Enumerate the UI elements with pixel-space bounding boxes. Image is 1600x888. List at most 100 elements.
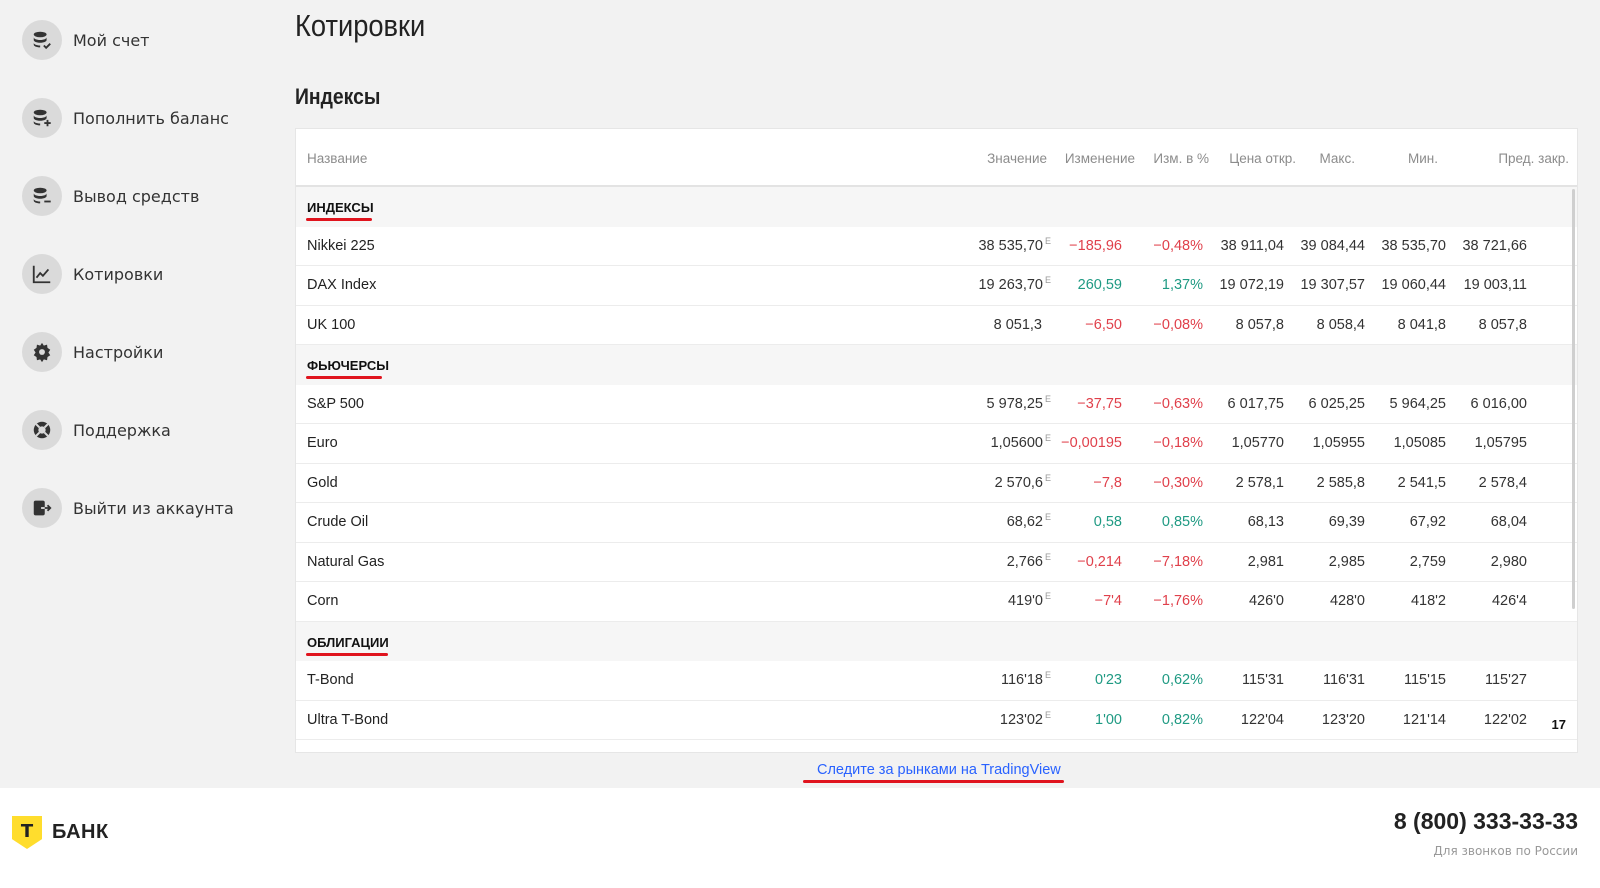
- value-cell: 123'02 E: [999, 709, 1051, 728]
- table-row[interactable]: Gold 2 570,6 E −7,8 −0,30% 2 578,1 2 585,8 2 54…: [296, 464, 1577, 503]
- prev-close-cell: 122'02: [1483, 711, 1527, 728]
- table-row[interactable]: Natural Gas 2,766 E −0,214 −7,18% 2,981 2,985 2…: [296, 543, 1577, 582]
- low-cell: 8 041,8: [1397, 316, 1446, 333]
- sidebar-item-label: Выйти из аккаунта: [73, 498, 234, 518]
- sidebar-item-logout[interactable]: Выйти из аккаунта: [22, 488, 234, 528]
- section-title: Индексы: [295, 84, 381, 109]
- highlight-underline: [306, 218, 372, 221]
- logo-text: БАНК: [52, 821, 109, 843]
- prev-close-cell: 8 057,8: [1478, 316, 1527, 333]
- low-cell: 5 964,25: [1389, 395, 1446, 412]
- sidebar-item-settings[interactable]: Настройки: [22, 332, 163, 372]
- coins-plus-icon: [22, 98, 62, 138]
- column-header-low[interactable]: Мин.: [1408, 151, 1438, 166]
- column-header-value[interactable]: Значение: [987, 151, 1047, 166]
- column-header-prev-close[interactable]: Пред. закр.: [1498, 151, 1569, 166]
- open-cell: 38 911,04: [1220, 237, 1284, 254]
- sidebar-item-quotes[interactable]: Котировки: [22, 254, 163, 294]
- table-row[interactable]: Euro 1,05600 E −0,00195 −0,18% 1,05770 1,05955…: [296, 424, 1577, 464]
- column-header-open[interactable]: Цена откр.: [1229, 151, 1296, 166]
- instrument-name[interactable]: Corn: [307, 593, 339, 609]
- delayed-flag: E: [1044, 472, 1051, 483]
- change-pct-cell: 0,62%: [1161, 672, 1203, 688]
- change-cell: −0,214: [1077, 553, 1122, 570]
- page-title: Котировки: [295, 8, 426, 43]
- sidebar-item-support[interactable]: Поддержка: [22, 410, 171, 450]
- shield-logo-icon: Т: [12, 816, 42, 849]
- table-row[interactable]: Corn 419'0 E −7'4 −1,76% 426'0 428'0 418'2 426'4: [296, 582, 1577, 622]
- low-cell: 19 060,44: [1381, 277, 1446, 293]
- instrument-name[interactable]: Natural Gas: [307, 553, 385, 570]
- group-header-indices: ИНДЕКСЫ: [296, 187, 1577, 227]
- table-row[interactable]: Crude Oil 68,62 E 0,58 0,85% 68,13 69,39 67,92 6…: [296, 503, 1577, 543]
- change-pct-cell: 0,82%: [1161, 711, 1203, 728]
- instrument-name[interactable]: DAX Index: [307, 277, 377, 293]
- highlight-underline: [803, 780, 1064, 783]
- open-cell: 2,981: [1247, 553, 1284, 570]
- sidebar-item-top-up[interactable]: Пополнить баланс: [22, 98, 229, 138]
- sidebar-item-label: Мой счет: [73, 30, 150, 50]
- lifebuoy-icon: [22, 410, 62, 450]
- change-cell: −7'4: [1094, 593, 1122, 609]
- low-cell: 2 541,5: [1397, 474, 1446, 491]
- instrument-name[interactable]: Gold: [307, 474, 338, 491]
- column-header-name[interactable]: Название: [307, 151, 368, 166]
- high-cell: 8 058,4: [1316, 316, 1365, 333]
- change-pct-cell: 1,37%: [1161, 277, 1203, 293]
- prev-close-cell: 426'4: [1491, 593, 1527, 609]
- tradingview-logo-icon[interactable]: 17: [1548, 715, 1569, 734]
- sidebar-item-my-account[interactable]: Мой счет: [22, 20, 150, 60]
- value-cell: 419'0 E: [1007, 591, 1051, 609]
- table-row[interactable]: Nikkei 225 38 535,70 E −185,96 −0,48% 38 911,…: [296, 227, 1577, 266]
- high-cell: 19 307,57: [1300, 277, 1365, 293]
- table-row[interactable]: Ultra T-Bond 123'02 E 1'00 0,82% 122'04 123'20…: [296, 701, 1577, 740]
- change-cell: 1'00: [1095, 711, 1122, 728]
- table-row[interactable]: UK 100 8 051,3 −6,50 −0,08% 8 057,8 8 058,4 8 …: [296, 306, 1577, 345]
- open-cell: 6 017,75: [1227, 395, 1284, 412]
- prev-close-cell: 2,980: [1490, 553, 1527, 570]
- instrument-name[interactable]: UK 100: [307, 316, 356, 333]
- table-row[interactable]: T-Bond 116'18 E 0'23 0,62% 115'31 116'31 115'15…: [296, 661, 1577, 701]
- tradingview-link[interactable]: Следите за рынками на TradingView: [817, 762, 1061, 778]
- change-pct-cell: −0,18%: [1153, 435, 1203, 451]
- open-cell: 8 057,8: [1235, 316, 1284, 333]
- scrollbar[interactable]: [1572, 189, 1575, 609]
- sidebar-item-label: Поддержка: [73, 420, 171, 440]
- column-header-high[interactable]: Макс.: [1319, 151, 1355, 166]
- table-header: Название Значение Изменение Изм. в % Цен…: [296, 129, 1577, 187]
- sidebar-item-withdraw[interactable]: Вывод средств: [22, 176, 199, 216]
- high-cell: 6 025,25: [1308, 395, 1365, 412]
- low-cell: 115'15: [1403, 672, 1446, 688]
- instrument-name[interactable]: T-Bond: [307, 672, 354, 688]
- bank-logo[interactable]: Т БАНК: [12, 816, 109, 849]
- open-cell: 426'0: [1248, 593, 1284, 609]
- logout-icon: [22, 488, 62, 528]
- change-cell: −185,96: [1069, 237, 1122, 254]
- column-header-change[interactable]: Изменение: [1064, 151, 1135, 166]
- coins-minus-icon: [22, 176, 62, 216]
- instrument-name[interactable]: Euro: [307, 435, 338, 451]
- change-pct-cell: −0,48%: [1153, 237, 1203, 254]
- value-cell: 38 535,70 E: [978, 235, 1051, 254]
- high-cell: 69,39: [1328, 514, 1365, 530]
- high-cell: 2 585,8: [1316, 474, 1365, 491]
- phone-number[interactable]: 8 (800) 333-33-33: [1393, 808, 1578, 834]
- delayed-flag: E: [1044, 551, 1051, 562]
- instrument-name[interactable]: Nikkei 225: [307, 237, 375, 254]
- change-pct-cell: −0,63%: [1153, 395, 1203, 412]
- instrument-name[interactable]: S&P 500: [307, 395, 364, 412]
- instrument-name[interactable]: Ultra T-Bond: [307, 711, 389, 728]
- delayed-flag: E: [1044, 512, 1051, 522]
- instrument-name[interactable]: Crude Oil: [307, 514, 369, 530]
- sidebar-item-label: Пополнить баланс: [73, 108, 229, 128]
- high-cell: 1,05955: [1312, 435, 1365, 451]
- table-row[interactable]: S&P 500 5 978,25 E −37,75 −0,63% 6 017,75 6 02…: [296, 385, 1577, 424]
- value-cell: 2,766 E: [1006, 551, 1051, 570]
- open-cell: 1,05770: [1231, 435, 1284, 451]
- table-row[interactable]: DAX Index 19 263,70 E 260,59 1,37% 19 072,19 1…: [296, 266, 1577, 306]
- change-pct-cell: 0,85%: [1161, 514, 1203, 530]
- prev-close-cell: 19 003,11: [1463, 277, 1527, 293]
- column-header-change-pct[interactable]: Изм. в %: [1153, 151, 1209, 166]
- sidebar-item-label: Вывод средств: [73, 186, 200, 206]
- value-cell: 1,05600 E: [990, 433, 1051, 451]
